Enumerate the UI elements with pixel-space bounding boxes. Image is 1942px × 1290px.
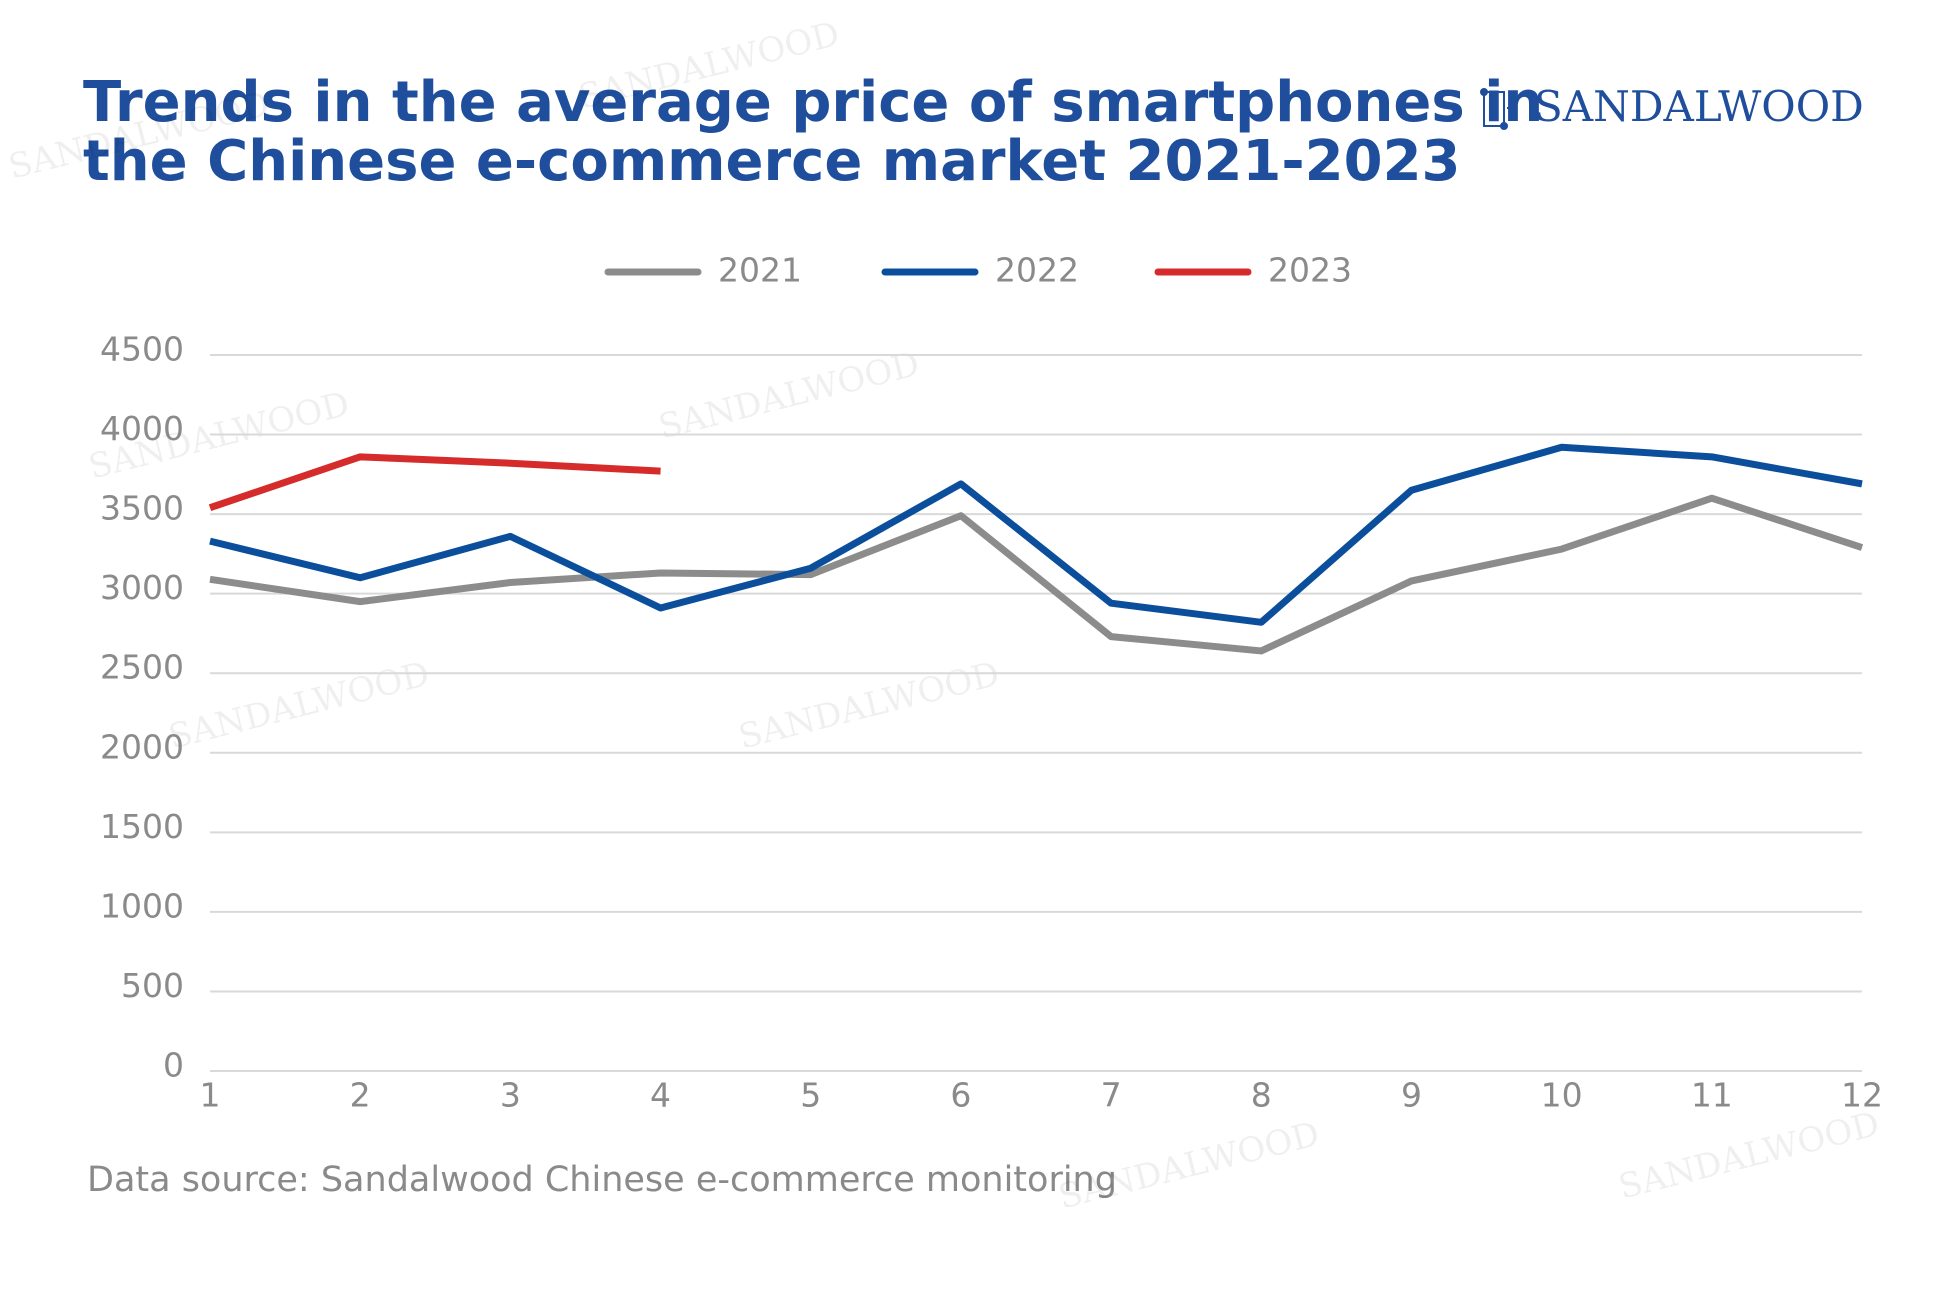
- x-tick-label: 3: [500, 1076, 521, 1115]
- legend-label: 2023: [1268, 251, 1352, 290]
- x-tick-label: 4: [650, 1076, 671, 1115]
- x-tick-label: 6: [950, 1076, 971, 1115]
- y-tick-label: 4000: [100, 409, 184, 448]
- line-series: [208, 453, 661, 512]
- chart-title: Trends in the average price of smartphon…: [83, 70, 1543, 135]
- x-tick-label: 2: [350, 1076, 371, 1115]
- x-tick-label: 11: [1691, 1076, 1733, 1115]
- watermark: SANDALWOOD: [165, 654, 434, 757]
- x-tick-label: 10: [1541, 1076, 1583, 1115]
- y-tick-label: 3000: [100, 568, 184, 607]
- x-tick-label: 7: [1101, 1076, 1122, 1115]
- chart-title: the Chinese e-commerce market 2021-2023: [83, 129, 1461, 194]
- watermark: SANDALWOOD: [1615, 1104, 1884, 1207]
- y-tick-label: 1000: [100, 886, 184, 925]
- x-tick-label: 12: [1841, 1076, 1883, 1115]
- y-tick-label: 500: [121, 966, 184, 1005]
- legend-label: 2022: [995, 251, 1079, 290]
- y-tick-label: 0: [163, 1046, 184, 1085]
- watermark: SANDALWOOD: [735, 654, 1004, 757]
- x-tick-label: 1: [200, 1076, 221, 1115]
- line-series: [209, 494, 1864, 655]
- y-tick-label: 4500: [100, 330, 184, 369]
- source-note: Data source: Sandalwood Chinese e-commer…: [87, 1160, 1117, 1200]
- legend-label: 2021: [718, 251, 802, 290]
- x-tick-label: 8: [1251, 1076, 1272, 1115]
- logo-text: SANDALWOOD: [1534, 82, 1864, 131]
- x-tick-label: 9: [1401, 1076, 1422, 1115]
- watermark: SANDALWOOD: [655, 344, 924, 447]
- y-tick-label: 2000: [100, 727, 184, 766]
- logo-icon: [1480, 88, 1515, 130]
- y-tick-label: 1500: [100, 807, 184, 846]
- y-tick-label: 3500: [100, 489, 184, 528]
- line-series: [209, 443, 1863, 626]
- x-tick-label: 5: [800, 1076, 821, 1115]
- y-tick-label: 2500: [100, 648, 184, 687]
